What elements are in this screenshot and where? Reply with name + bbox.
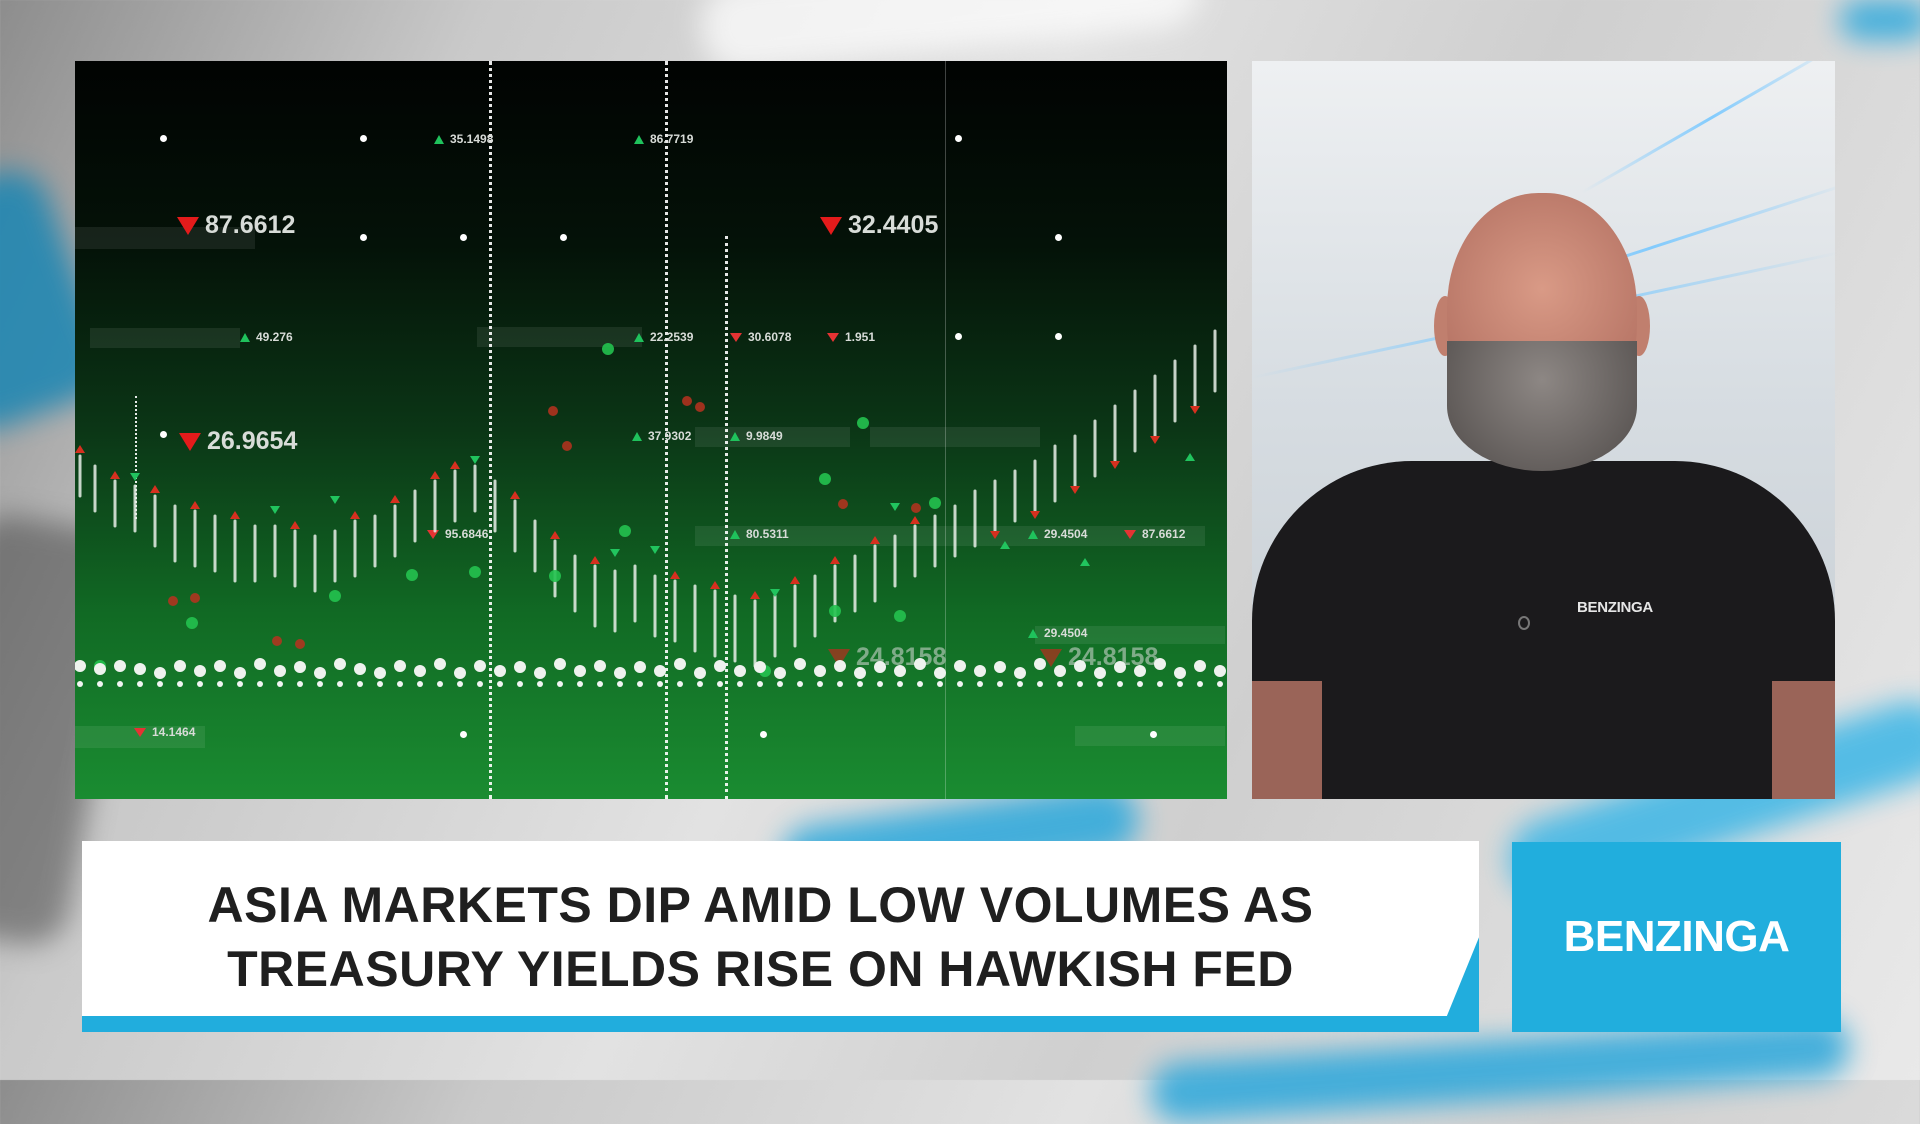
presenter-arm (1252, 681, 1322, 799)
gridline (945, 61, 946, 799)
down-arrow-icon (134, 727, 146, 737)
price-label: 80.5311 (730, 527, 789, 541)
price-label: 30.6078 (730, 330, 791, 344)
up-arrow-icon (730, 431, 740, 441)
down-arrow-icon (820, 216, 842, 235)
down-arrow-icon (177, 216, 199, 235)
down-arrow-icon (1124, 529, 1136, 539)
shirt-button-icon (1518, 616, 1530, 630)
headline: ASIA MARKETS DIP AMID LOW VOLUMES AS TRE… (82, 873, 1439, 1001)
price-label: 26.9654 (179, 427, 297, 456)
up-arrow-icon (730, 529, 740, 539)
background-streak (1840, 0, 1920, 40)
price-label: 49.276 (240, 330, 293, 344)
presenter-arm (1772, 681, 1835, 799)
candlestick-decoration (75, 329, 1226, 687)
price-label: 95.6846 (427, 527, 488, 541)
ghost-bar (870, 427, 1040, 447)
ghost-bar (75, 227, 255, 249)
down-arrow-icon (827, 332, 839, 342)
down-arrow-icon (828, 648, 850, 667)
logo-text: BENZINGA (1563, 912, 1790, 961)
up-arrow-icon (1028, 529, 1038, 539)
price-label: 35.1498 (434, 132, 493, 146)
price-label: 37.9302 (632, 429, 691, 443)
presenter-video: BENZINGA (1252, 61, 1835, 799)
shirt-logo-text: BENZINGA (1577, 599, 1653, 616)
price-label: 87.6612 (1124, 527, 1185, 541)
price-label: 1.951 (827, 330, 875, 344)
presenter-shirt (1252, 461, 1835, 799)
headline-line-2: TREASURY YIELDS RISE ON HAWKISH FED (227, 941, 1294, 997)
presenter-beard (1447, 341, 1637, 471)
dotted-gridline (135, 396, 137, 519)
dotted-gridline (725, 236, 728, 799)
ghost-bar (90, 328, 240, 348)
price-label: 24.8158 (828, 643, 946, 672)
headline-line-1: ASIA MARKETS DIP AMID LOW VOLUMES AS (207, 877, 1314, 933)
up-arrow-icon (240, 332, 250, 342)
price-label: 32.4405 (820, 211, 938, 240)
down-arrow-icon (730, 332, 742, 342)
price-label: 14.1464 (134, 725, 195, 739)
price-label: 86.7719 (634, 132, 693, 146)
down-arrow-icon (427, 529, 439, 539)
dotted-gridline (489, 61, 492, 799)
benzinga-logo: BENZINGA (1512, 842, 1841, 1032)
up-arrow-icon (634, 332, 644, 342)
ghost-bar (695, 526, 1205, 546)
up-arrow-icon (632, 431, 642, 441)
ghost-bar (1035, 626, 1225, 644)
price-label: 29.4504 (1028, 626, 1087, 640)
up-arrow-icon (1028, 628, 1038, 638)
price-label: 87.6612 (177, 211, 295, 240)
price-label: 22.2539 (634, 330, 693, 344)
ghost-bar (75, 726, 205, 748)
headline-banner: ASIA MARKETS DIP AMID LOW VOLUMES AS TRE… (82, 841, 1479, 1032)
stock-chart-graphic: 87.6612 32.4405 26.9654 24.8158 24.8158 … (75, 61, 1227, 799)
price-label: 29.4504 (1028, 527, 1087, 541)
dotted-gridline (665, 61, 668, 799)
down-arrow-icon (179, 432, 201, 451)
up-arrow-icon (634, 134, 644, 144)
ghost-bar (477, 327, 642, 347)
price-label: 9.9849 (730, 429, 783, 443)
up-arrow-icon (434, 134, 444, 144)
